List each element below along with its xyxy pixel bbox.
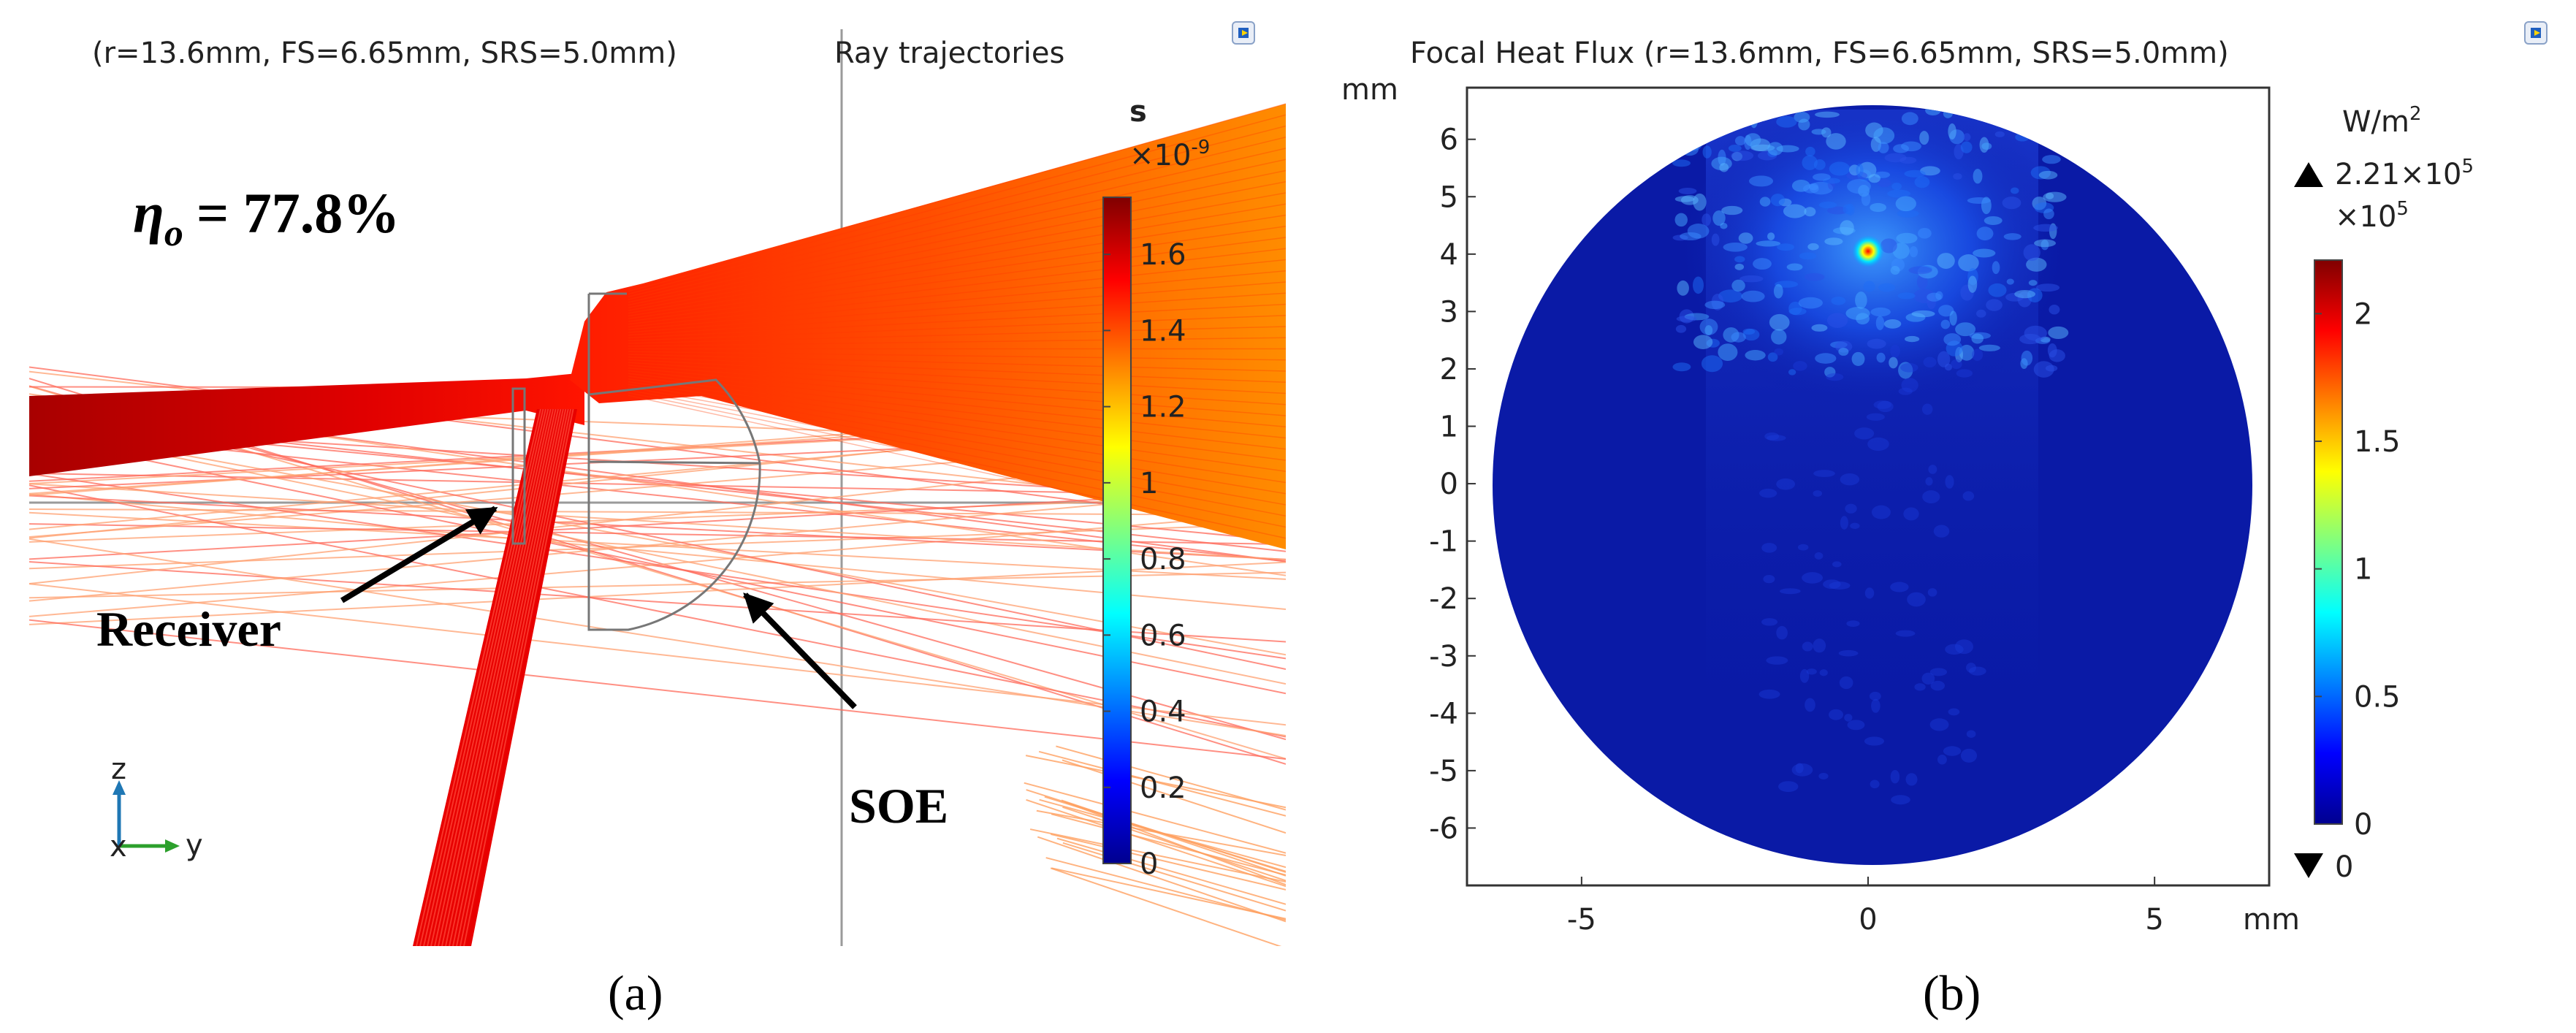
- colorbar-a-unit: s: [1129, 95, 1147, 129]
- camera-icon[interactable]: [1232, 21, 1255, 45]
- y-tick-label: 6: [1440, 123, 1458, 157]
- efficiency-value: = 77.8%: [197, 181, 400, 245]
- y-tick-label: -1: [1429, 525, 1458, 559]
- svg-text:W/m2: W/m2: [2342, 103, 2422, 139]
- colorbar-a-tick-label: 1.4: [1140, 314, 1186, 348]
- y-unit-label: mm: [1341, 73, 1398, 107]
- flux-hotspot: [1852, 235, 1884, 267]
- colorbar-a-tick-label: 1.6: [1140, 238, 1186, 272]
- colorbar-a: s ×10-9 0 0.2 0.4 0.6 0.8 1 1.2 1.4 1.6: [1102, 95, 1210, 881]
- beam-texture: [628, 103, 1286, 539]
- min-marker-icon: [2294, 853, 2323, 878]
- colorbar-b-tick-label: 0: [2354, 808, 2372, 842]
- colorbar-b-mult-exp: 5: [2396, 198, 2409, 220]
- panel-b-title: Focal Heat Flux (r=13.6mm, FS=6.65mm, SR…: [1410, 37, 2229, 70]
- y-tick-label: -3: [1429, 640, 1458, 674]
- colorbar-a-tick-label: 0.2: [1140, 771, 1186, 805]
- panel-a-title-plot: Ray trajectories: [834, 37, 1064, 70]
- y-tick-label: -5: [1429, 755, 1458, 788]
- colorbar-a-multiplier: ×10: [1129, 139, 1191, 172]
- y-tick-label: -2: [1429, 582, 1458, 616]
- y-tick-label: 1: [1440, 411, 1458, 444]
- x-tick-label: 0: [1859, 903, 1877, 937]
- colorbar-a-tick-label: 1.2: [1140, 391, 1186, 424]
- y-tick-label: 0: [1440, 468, 1458, 501]
- x-tick-label: -5: [1567, 903, 1596, 937]
- y-tick-label: -6: [1429, 812, 1458, 845]
- beam-incoming: [29, 373, 584, 476]
- colorbar-a-ticks: 0 0.2 0.4 0.6 0.8 1 1.2 1.4 1.6: [1103, 238, 1186, 881]
- colorbar-a-tick-label: 0.4: [1140, 695, 1186, 729]
- colorbar-a-tick-label: 0: [1140, 847, 1158, 881]
- colorbar-b-gradient: [2314, 259, 2343, 825]
- colorbar-b-tick-label: 1: [2354, 553, 2372, 587]
- y-tick-label: 3: [1440, 295, 1458, 329]
- caption-a: (a): [608, 965, 663, 1021]
- colorbar-b-tick-label: 1.5: [2354, 425, 2401, 459]
- axis-y-label: y: [186, 828, 203, 862]
- axis-z-label: z: [111, 752, 126, 786]
- x-unit-label: mm: [2243, 903, 2300, 937]
- y-tick-label: 5: [1440, 180, 1458, 214]
- plot-b-ticks: -5 0 5 6 5 4 3 2 1 0 -1 -2 -3 -4 -5 -6: [1429, 123, 2164, 937]
- x-tick-label: 5: [2145, 903, 2163, 937]
- y-tick-label: 4: [1440, 238, 1458, 272]
- max-marker-icon: [2294, 162, 2323, 187]
- svg-text:×105: ×105: [2335, 198, 2409, 234]
- panel-a: (r=13.6mm, FS=6.65mm, SRS=5.0mm) Ray tra…: [29, 21, 1286, 1021]
- caption-b: (b): [1923, 965, 1981, 1021]
- colorbar-b-multiplier: ×10: [2335, 200, 2396, 234]
- colorbar-b-ticks: 0 0.5 1 1.5 2: [2314, 297, 2401, 842]
- colorbar-b-unit-exp: 2: [2409, 103, 2422, 125]
- receiver-label: Receiver: [96, 601, 281, 657]
- y-tick-label: -4: [1429, 697, 1458, 731]
- panel-a-title-params: (r=13.6mm, FS=6.65mm, SRS=5.0mm): [92, 37, 677, 70]
- soe-arrow: [743, 592, 857, 709]
- efficiency-symbol: η: [133, 181, 164, 245]
- axis-triad: z x y: [110, 752, 203, 864]
- colorbar-b-max: 2.21×10: [2335, 158, 2461, 191]
- axis-x-label: x: [110, 830, 127, 864]
- colorbar-b-tick-label: 2: [2354, 297, 2372, 331]
- efficiency-annotation: ηo = 77.8%: [133, 181, 400, 254]
- colorbar-b-max-exp: 5: [2461, 156, 2474, 178]
- svg-text:×10-9: ×10-9: [1129, 137, 1210, 172]
- colorbar-a-tick-label: 0.8: [1140, 543, 1186, 576]
- colorbar-a-tick-label: 1: [1140, 467, 1158, 500]
- panel-b: Focal Heat Flux (r=13.6mm, FS=6.65mm, SR…: [1341, 21, 2548, 1021]
- colorbar-a-tick-label: 0.6: [1140, 619, 1186, 652]
- soe-outline: [587, 292, 761, 631]
- receiver-plate: [511, 387, 526, 545]
- efficiency-sub: o: [164, 213, 183, 254]
- svg-text:2.21×105: 2.21×105: [2335, 156, 2474, 191]
- receiver-arrow: [340, 506, 498, 603]
- y-tick-label: 2: [1440, 353, 1458, 386]
- colorbar-a-exponent: -9: [1191, 137, 1210, 159]
- colorbar-a-gradient: [1102, 197, 1132, 864]
- svg-text:ηo= 77.8%: ηo = 77.8%: [133, 181, 400, 254]
- soe-label: SOE: [849, 778, 948, 834]
- flux-heatmap: [1493, 105, 2252, 865]
- camera-icon[interactable]: [2524, 21, 2548, 45]
- colorbar-b-unit: W/m: [2342, 105, 2409, 139]
- downward-rays: [416, 408, 574, 946]
- colorbar-b-tick-label: 0.5: [2354, 680, 2401, 714]
- colorbar-b-min: 0: [2335, 850, 2353, 884]
- colorbar-b: W/m2 2.21×105 ×105 00.511.52 0: [2294, 103, 2474, 884]
